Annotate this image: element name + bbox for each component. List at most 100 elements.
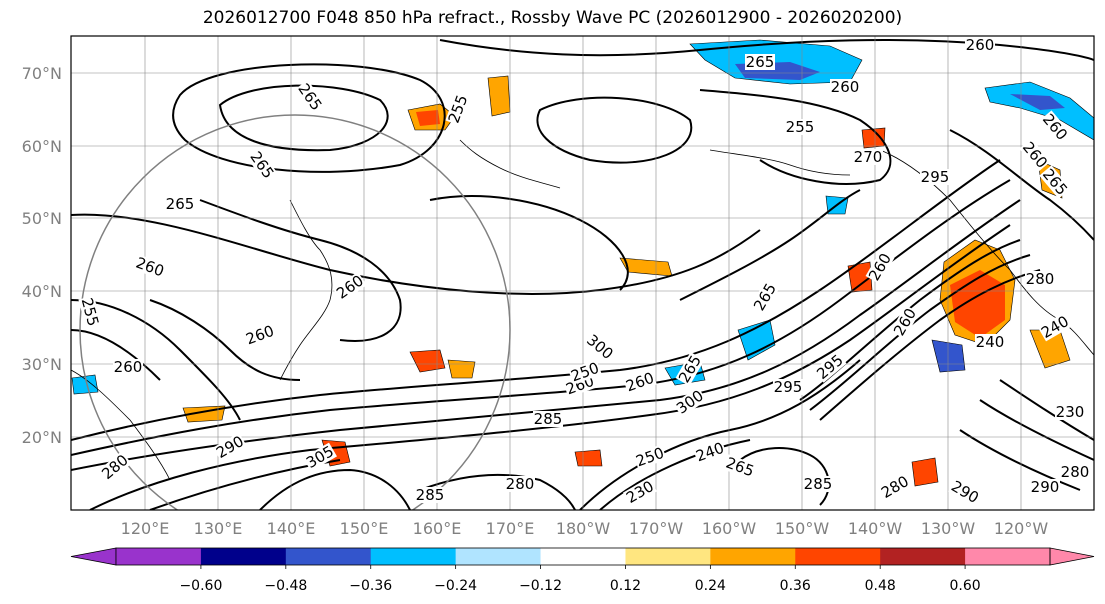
contour-label: 285: [804, 475, 833, 493]
map-background: [71, 36, 1094, 510]
contour-label: 270: [854, 148, 883, 166]
contour-label-bg: [505, 476, 535, 492]
reference-circle: [79, 114, 511, 510]
lon-tick-label: 130°E: [194, 519, 243, 538]
colorbar-ticks: −0.60 −0.48 −0.36 −0.24 −0.12 0.12 0.24 0.36 0.4…: [179, 565, 981, 594]
shading-patch: [71, 374, 99, 395]
lat-tick-label: 30°N: [22, 355, 62, 374]
contour-line: [71, 299, 241, 421]
contour-line: [439, 38, 1094, 61]
colorbar-tick-label: −0.48: [264, 578, 307, 594]
contour-label-bg: [133, 254, 167, 280]
map-frame: [70, 35, 1095, 511]
shading-patch: [574, 449, 603, 467]
contour-label: 295: [921, 168, 950, 186]
contour-label-bg: [294, 80, 326, 114]
contour-label-bg: [623, 369, 657, 395]
lon-tick-label: 120°W: [994, 519, 1049, 538]
colorbar-tick-label: −0.12: [519, 578, 562, 594]
contour-label-bg: [113, 359, 143, 375]
coastline: [709, 149, 851, 176]
latitude-axis: 70°N 60°N 50°N 40°N 30°N 20°N: [22, 64, 62, 447]
contour-label-bg: [745, 54, 775, 70]
lon-tick-label: 150°E: [340, 519, 389, 538]
contour-label: 280: [1061, 463, 1090, 481]
colorbar-extend-low: [70, 547, 117, 566]
lat-tick-label: 20°N: [22, 428, 62, 447]
contour-label-bg: [975, 334, 1005, 350]
coastline: [459, 139, 561, 189]
contour-label-bg: [785, 119, 815, 135]
contour-line: [959, 429, 1081, 491]
colorbar-tick-label: 0.48: [865, 578, 896, 594]
contour-line: [89, 224, 1011, 510]
contour-line: [999, 379, 1094, 441]
contour-label: 290: [1031, 478, 1060, 496]
contour-label-bg: [633, 444, 667, 470]
colorbar-segment: [795, 548, 881, 565]
contour-line: [979, 399, 1094, 461]
colorbar-segment: [965, 548, 1051, 565]
colorbar-segment: [455, 548, 542, 565]
lon-tick-label: 150°W: [775, 519, 830, 538]
contour-label-bg: [165, 196, 195, 212]
contour-line: [259, 468, 411, 510]
colorbar-tick-label: −0.24: [434, 578, 477, 594]
shading-patch: [447, 359, 476, 379]
contour-label-bg: [853, 149, 883, 165]
contour-label-bg: [965, 37, 995, 53]
contour-label-bg: [890, 305, 920, 339]
shading-patch: [847, 261, 873, 293]
lat-tick-label: 50°N: [22, 209, 62, 228]
shading-patch: [487, 75, 511, 117]
lon-tick-label: 140°W: [848, 519, 903, 538]
contour-label-bg: [98, 451, 132, 483]
colorbar-segment: [880, 548, 966, 565]
colorbar-frame: [115, 547, 1051, 566]
shading-patch: [1010, 94, 1065, 110]
lon-tick-label: 130°W: [921, 519, 976, 538]
contour-label: 260: [831, 78, 860, 96]
colorbar-segment: [116, 548, 202, 565]
contour-label-bg: [568, 359, 602, 385]
contour-label-bg: [723, 454, 757, 480]
contour-line: [949, 129, 1094, 241]
lon-tick-label: 160°W: [702, 519, 757, 538]
contour-line: [71, 159, 1001, 441]
contour-label-bg: [750, 280, 780, 314]
contour-label: 285: [534, 410, 563, 428]
contour-label: 280: [1026, 270, 1055, 288]
contour-label-bg: [1055, 404, 1085, 420]
contour-label-bg: [1025, 271, 1055, 287]
contour-label-bg: [803, 476, 833, 492]
contour-line: [71, 199, 1021, 471]
map-title: 2026012700 F048 850 hPa refract., Rossby…: [202, 8, 903, 28]
contour-label-bg: [213, 432, 247, 462]
contour-label-bg: [878, 472, 912, 502]
contour-label: 260: [966, 36, 995, 54]
shading-patch: [984, 81, 1094, 141]
lon-tick-label: 160°E: [413, 519, 462, 538]
contour-label-bg: [813, 351, 847, 383]
colorbar-segment: [200, 548, 287, 565]
lon-tick-label: 180°W: [556, 519, 611, 538]
contour-line: [149, 299, 301, 381]
lat-tick-label: 70°N: [22, 64, 62, 83]
coastline: [71, 369, 171, 481]
longitude-axis: 120°E 130°E 140°E 150°E 160°E 170°E 180°W 170°W…: [121, 519, 1049, 538]
colorbar-tick-label: −0.36: [349, 578, 392, 594]
contour-label-bg: [445, 92, 471, 126]
lat-tick-label: 40°N: [22, 282, 62, 301]
contour-label-bg: [673, 386, 707, 418]
lon-tick-label: 170°E: [486, 519, 535, 538]
contour-line: [71, 213, 761, 295]
colorbar-segment: [285, 548, 372, 565]
contour-line: [579, 359, 861, 510]
lon-tick-label: 140°E: [267, 519, 316, 538]
contour-label-bg: [693, 439, 727, 465]
contour-label: 260: [114, 358, 143, 376]
contour-label: 285: [416, 486, 445, 504]
contour-label: 295: [774, 378, 803, 396]
contour-line: [536, 96, 693, 164]
